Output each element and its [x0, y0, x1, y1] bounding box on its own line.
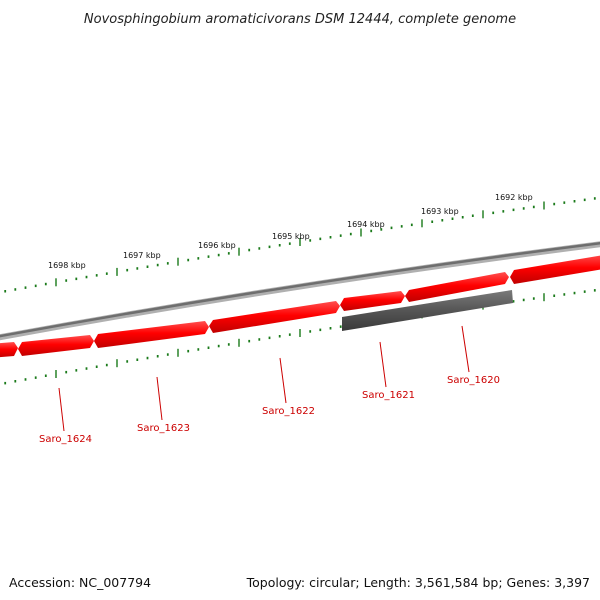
- scale-label-1694: 1694 kbp: [347, 220, 385, 229]
- callout-line-saro-1624: [58, 387, 65, 432]
- gene-arrow-saro-1623[interactable]: [94, 321, 209, 348]
- scale-ticks-outer: [4, 197, 596, 293]
- callout-line-saro-1620: [461, 325, 470, 373]
- callout-line-saro-1623: [156, 376, 163, 421]
- gene-arrow-saro-1624[interactable]: [18, 335, 94, 356]
- gene-label-saro-1621[interactable]: Saro_1621: [362, 390, 415, 401]
- gene-arrow-partial-left[interactable]: [0, 342, 18, 358]
- scale-label-1692: 1692 kbp: [495, 193, 533, 202]
- callout-line-saro-1621: [379, 341, 387, 388]
- gene-arrow-reverse[interactable]: [342, 290, 513, 331]
- scale-label-1695: 1695 kbp: [272, 232, 310, 241]
- scale-label-1696: 1696 kbp: [198, 241, 236, 250]
- genome-backbone-shade: [0, 242, 600, 338]
- gene-label-saro-1624[interactable]: Saro_1624: [39, 434, 92, 445]
- genome-summary-text: Topology: circular; Length: 3,561,584 bp…: [246, 575, 590, 590]
- gene-label-saro-1620[interactable]: Saro_1620: [447, 375, 500, 386]
- genome-title: Novosphingobium aromaticivorans DSM 1244…: [84, 12, 516, 27]
- gene-label-saro-1623[interactable]: Saro_1623: [137, 423, 190, 434]
- gene-label-saro-1622[interactable]: Saro_1622: [262, 406, 315, 417]
- gene-arrow-partial-right[interactable]: [510, 254, 600, 284]
- gene-arrow-saro-1622[interactable]: [209, 301, 340, 333]
- callout-line-saro-1622: [279, 357, 287, 404]
- gene-arrow-saro-1621[interactable]: [340, 291, 405, 311]
- scale-label-1693: 1693 kbp: [421, 207, 459, 216]
- scale-label-1697: 1697 kbp: [123, 251, 161, 260]
- scale-label-1698: 1698 kbp: [48, 261, 86, 270]
- gene-arrow-saro-1620-top[interactable]: [405, 272, 509, 302]
- accession-text: Accession: NC_007794: [9, 575, 152, 590]
